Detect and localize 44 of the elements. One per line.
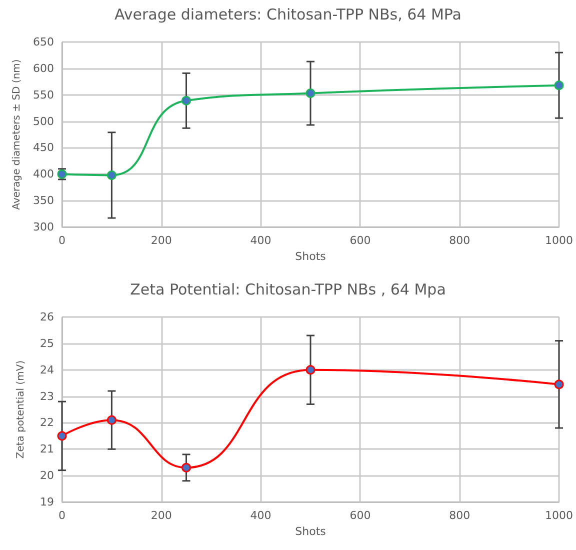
y-tick-label: 24 [40,363,54,376]
y-tick-label: 400 [33,168,54,181]
y-tick-label: 600 [33,62,54,75]
x-axis-title: Shots [295,250,326,263]
y-tick-label: 450 [33,141,54,154]
y-tick-label: 300 [33,220,54,234]
x-tick-label: 800 [449,509,470,522]
point [306,365,316,375]
x-tick-label: 400 [250,234,272,247]
point [306,88,316,98]
x-tick-label: 1000 [545,234,574,247]
x-tick-label: 600 [350,234,371,247]
y-tick-label: 23 [40,390,54,403]
point [554,80,564,90]
y-tick-label: 500 [33,114,54,128]
y-tick-label: 22 [40,416,54,430]
x-tick-label: 200 [150,509,172,522]
y-tick-label: 21 [40,442,54,456]
point [57,169,67,179]
point [554,380,564,390]
y-tick-label: 650 [33,36,54,48]
point [106,415,116,425]
x-tick-label: 800 [449,234,470,247]
x-axis-title: Shots [295,525,326,538]
point [106,170,116,180]
x-tick-label: 400 [250,509,272,522]
y-tick-label: 25 [40,336,54,350]
point [57,431,67,441]
x-tick-label: 200 [150,234,172,247]
x-tick-label: 600 [350,509,371,522]
y-axis-title: Average diameters ± SD (nm) [12,59,23,210]
point [182,462,191,472]
y-tick-label: 550 [33,88,54,102]
chart-title: Zeta Potential: Chitosan-TPP NBs , 64 Mpa [130,280,446,298]
x-tick-label: 1000 [545,509,574,522]
y-tick-label: 350 [33,194,54,208]
y-tick-label: 26 [40,310,54,324]
x-tick-label: 0 [58,234,66,247]
y-axis-title: Zeta potential (mV) [16,360,26,459]
x-tick-label: 0 [58,509,66,522]
y-tick-label: 20 [40,469,54,482]
y-tick-label: 19 [40,496,54,508]
point [182,96,191,106]
chart-title: Average diameters: Chitosan-TPP NBs, 64 MPa [114,6,462,24]
